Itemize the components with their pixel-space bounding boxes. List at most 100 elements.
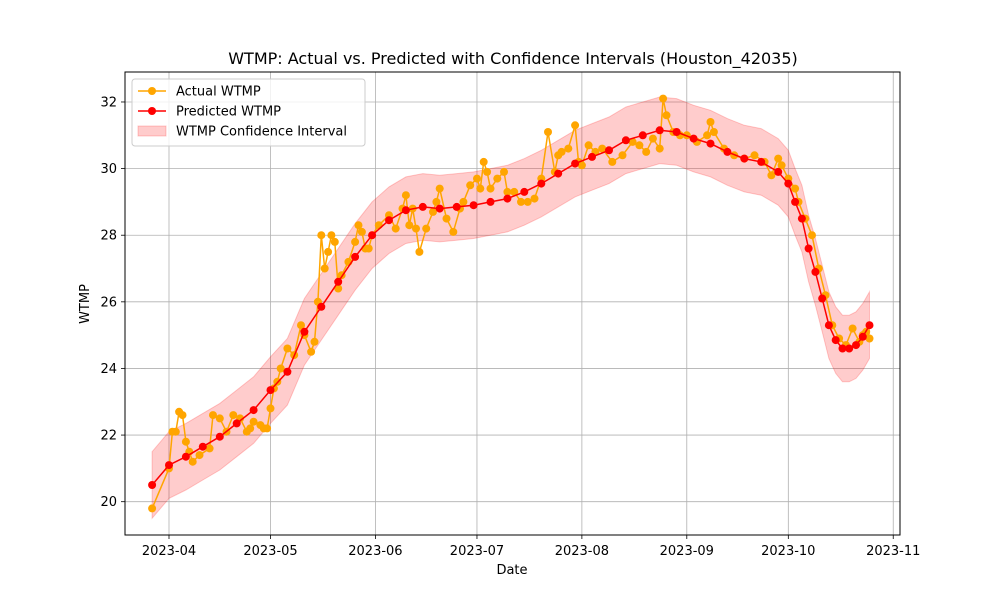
actual-point [209, 411, 217, 420]
x-axis-label: Date [496, 563, 527, 578]
legend-label-actual: Actual WTMP [176, 85, 261, 100]
actual-point [276, 364, 285, 373]
y-tick-label: 20 [100, 495, 117, 510]
chart-title: WTMP: Actual vs. Predicted with Confiden… [228, 49, 798, 69]
actual-point [435, 184, 444, 193]
x-tick-label: 2023-06 [348, 544, 402, 559]
actual-point [544, 128, 552, 136]
predicted-point [706, 139, 715, 148]
predicted-point [757, 157, 766, 166]
actual-point [774, 154, 783, 163]
predicted-point [537, 179, 546, 188]
predicted-point [401, 206, 410, 215]
actual-point [178, 411, 187, 420]
predicted-point [740, 154, 749, 163]
x-tick-label: 2023-08 [555, 544, 609, 559]
actual-point [412, 224, 420, 233]
predicted-point [571, 159, 580, 168]
predicted-point [831, 336, 840, 345]
predicted-series [148, 126, 874, 489]
actual-point [449, 227, 458, 236]
predicted-point [838, 344, 847, 353]
actual-point [500, 167, 508, 176]
actual-point [391, 224, 400, 233]
predicted-point [334, 277, 343, 286]
y-tick-label: 32 [100, 95, 117, 110]
actual-point [229, 411, 238, 420]
predicted-point [774, 167, 783, 176]
actual-point [662, 111, 671, 120]
actual-point [476, 184, 485, 193]
y-tick-label: 24 [100, 362, 117, 377]
predicted-point [165, 461, 173, 470]
actual-point [422, 224, 431, 233]
legend: Actual WTMP Predicted WTMP WTMP Confidence… [131, 78, 366, 147]
x-tick-label: 2023-11 [866, 544, 920, 559]
predicted-point [852, 341, 860, 350]
predicted-point [317, 302, 326, 311]
predicted-point [845, 344, 854, 353]
actual-point [188, 457, 197, 466]
actual-point [148, 504, 157, 513]
predicted-point [215, 432, 224, 441]
predicted-point [723, 147, 732, 156]
actual-point [767, 171, 776, 180]
predicted-point [824, 321, 833, 330]
actual-point [706, 118, 715, 126]
actual-point [364, 244, 373, 253]
actual-point [791, 184, 800, 193]
actual-point [432, 197, 441, 206]
x-axis: 2023-04 2023-05 2023-06 2023-07 2023-08 2023-… [142, 535, 920, 559]
predicted-point [266, 386, 275, 395]
actual-point [503, 187, 512, 196]
x-tick-label: 2023-04 [142, 544, 196, 559]
actual-point [351, 237, 360, 246]
actual-point [564, 144, 573, 153]
actual-point [608, 157, 617, 166]
y-tick-label: 26 [100, 295, 117, 310]
actual-point [466, 181, 475, 190]
actual-point [317, 231, 326, 240]
actual-point [808, 231, 816, 240]
actual-point [618, 151, 627, 160]
predicted-point [811, 267, 820, 276]
y-axis: 20 22 24 26 28 30 32 [100, 95, 125, 510]
actual-point [628, 137, 637, 146]
legend-swatch-confidence [137, 125, 167, 137]
legend-label-predicted: Predicted WTMP [176, 105, 281, 120]
actual-point [249, 417, 258, 426]
predicted-point [232, 419, 241, 428]
actual-point [320, 264, 329, 273]
series-layer [148, 94, 874, 513]
predicted-point [418, 202, 427, 211]
y-tick-label: 28 [100, 229, 117, 244]
plot-frame [124, 71, 901, 536]
x-tick-label: 2023-09 [660, 544, 714, 559]
actual-point [486, 184, 495, 193]
predicted-point [797, 214, 806, 223]
actual-point [195, 451, 204, 460]
actual-point [297, 321, 305, 330]
actual-point [577, 161, 586, 170]
predicted-point [865, 321, 874, 330]
actual-point [334, 284, 343, 293]
actual-point [483, 167, 492, 176]
actual-point [181, 437, 190, 446]
actual-point [429, 207, 437, 216]
actual-point [557, 147, 566, 156]
actual-point [635, 141, 644, 150]
predicted-point [198, 442, 207, 451]
predicted-point [435, 204, 444, 213]
predicted-point [520, 187, 529, 196]
predicted-point [791, 197, 800, 206]
predicted-point [469, 201, 478, 210]
y-axis-label: WTMP [78, 284, 93, 324]
predicted-point [804, 244, 813, 253]
actual-point [307, 347, 316, 356]
actual-point [642, 147, 651, 156]
predicted-point [554, 169, 563, 178]
actual-point [750, 151, 759, 160]
predicted-point [368, 231, 377, 240]
actual-point [374, 221, 383, 230]
actual-point [171, 427, 180, 436]
